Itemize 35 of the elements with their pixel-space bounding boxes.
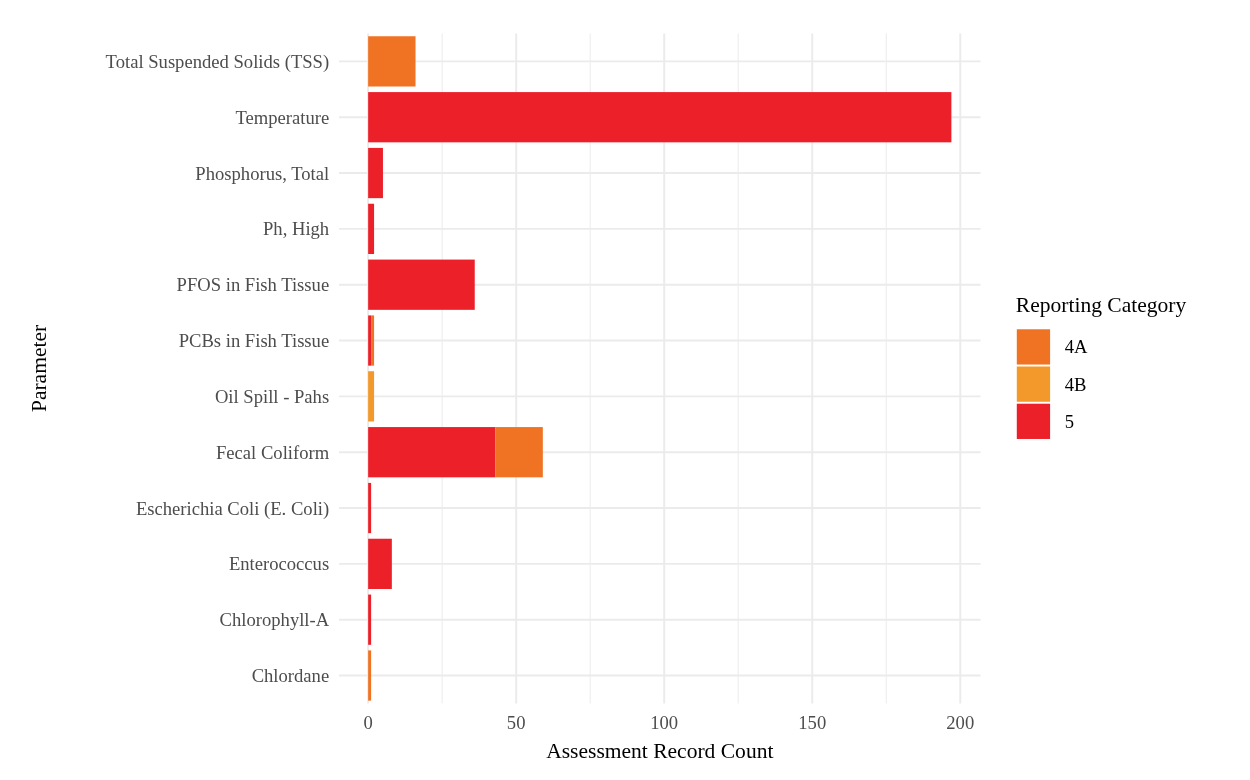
x-tick-label: 150 — [798, 711, 827, 733]
bar — [368, 427, 496, 478]
y-tick-label: Escherichia Coli (E. Coli) — [135, 497, 330, 520]
bar — [495, 427, 543, 478]
y-tick-label: Chlordane — [251, 665, 330, 687]
y-tick-label: Phosphorus, Total — [195, 162, 330, 184]
bar — [368, 203, 375, 254]
bar — [368, 538, 392, 589]
x-tick-label: 100 — [650, 711, 679, 733]
y-tick-label: Temperature — [235, 106, 330, 128]
legend-label: 5 — [1064, 410, 1075, 432]
y-tick-label: Ph, High — [263, 218, 330, 240]
y-tick-label: Enterococcus — [228, 553, 330, 575]
y-tick-label: Total Suspended Solids (TSS) — [105, 50, 330, 73]
bar — [368, 92, 952, 143]
legend-title: Reporting Category — [1015, 292, 1187, 317]
bar — [368, 594, 372, 645]
y-tick-label: Oil Spill - Pahs — [214, 385, 330, 407]
y-tick-label: Fecal Coliform — [216, 441, 330, 463]
bar — [368, 650, 372, 701]
x-axis-title: Assessment Record Count — [546, 739, 774, 764]
y-tick-label: PCBs in Fish Tissue — [178, 330, 330, 352]
bar — [368, 259, 475, 310]
y-tick-label: Chlorophyll-A — [219, 609, 330, 631]
bar — [368, 482, 372, 534]
bar — [368, 36, 416, 87]
x-tick-label: 200 — [946, 711, 975, 733]
y-tick-label: PFOS in Fish Tissue — [176, 274, 330, 296]
y-axis-title: Parameter — [27, 324, 52, 413]
legend-label: 4A — [1064, 336, 1089, 358]
legend-label: 4B — [1064, 373, 1087, 395]
x-tick-label: 50 — [506, 711, 526, 733]
bar — [368, 147, 383, 199]
bar — [368, 371, 375, 422]
x-tick-label: 0 — [363, 711, 373, 733]
